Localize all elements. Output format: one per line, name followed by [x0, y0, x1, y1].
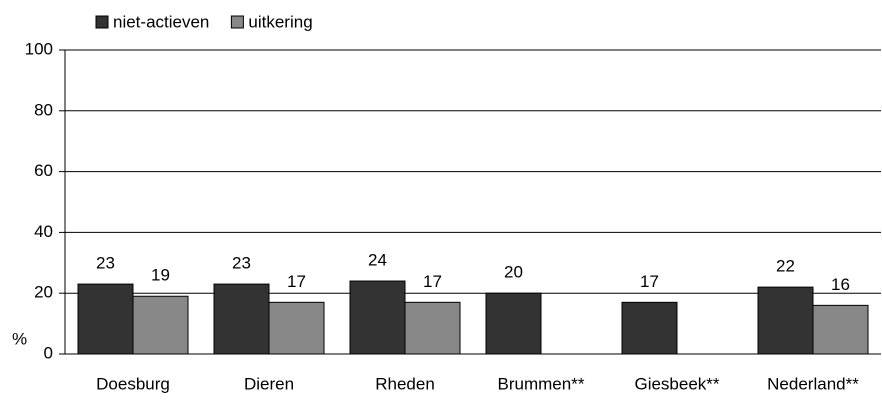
- value-label: 17: [640, 272, 659, 291]
- x-tick-label: Giesbeek**: [634, 374, 719, 393]
- value-label: 20: [504, 263, 523, 282]
- value-label: 19: [151, 266, 170, 285]
- value-label: 17: [287, 272, 306, 291]
- legend-swatch: [230, 15, 244, 29]
- x-tick-label: Nederland**: [767, 374, 859, 393]
- value-label: 23: [96, 254, 115, 273]
- bar: [77, 283, 134, 355]
- value-label: 22: [776, 257, 795, 276]
- x-tick-label: Dieren: [244, 374, 294, 393]
- bar: [812, 304, 869, 355]
- bar: [621, 301, 678, 355]
- x-tick-label: Rheden: [375, 374, 435, 393]
- x-tick-label: Brummen**: [498, 374, 585, 393]
- legend-label: niet-actieven: [113, 12, 209, 31]
- y-tick-label: 60: [34, 161, 53, 180]
- value-label: 23: [232, 254, 251, 273]
- y-tick-label: 0: [44, 343, 53, 362]
- value-label: 24: [368, 251, 387, 270]
- value-label: 17: [423, 272, 442, 291]
- value-label: 16: [831, 275, 850, 294]
- bar: [132, 295, 189, 355]
- bar: [268, 301, 325, 355]
- legend-swatch: [95, 15, 109, 29]
- y-tick-label: 40: [34, 222, 53, 241]
- x-tick-label: Doesburg: [96, 374, 170, 393]
- y-tick-label: 80: [34, 100, 53, 119]
- bar: [404, 301, 461, 355]
- bar: [349, 280, 406, 355]
- legend-label: uitkering: [248, 12, 312, 31]
- y-axis-label: %: [12, 329, 27, 348]
- bar: [757, 286, 814, 355]
- y-tick-label: 100: [25, 39, 53, 58]
- bar: [485, 292, 542, 355]
- y-tick-label: 20: [34, 283, 53, 302]
- bar: [213, 283, 270, 355]
